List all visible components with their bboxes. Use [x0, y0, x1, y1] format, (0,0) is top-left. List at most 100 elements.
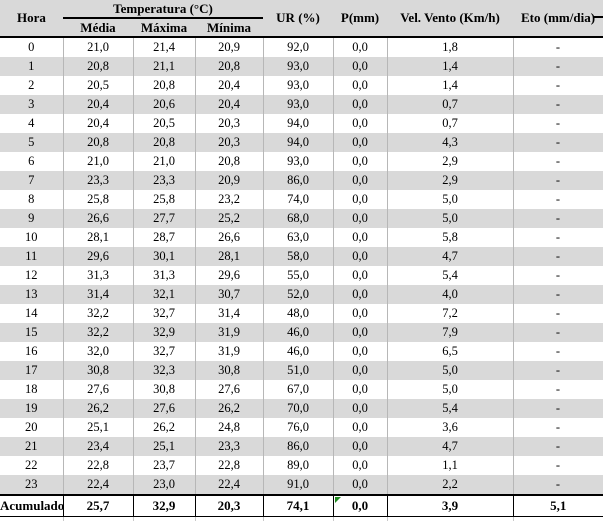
value-cell: 31,4	[195, 304, 263, 323]
value-cell: 5,0	[387, 190, 513, 209]
value-cell: -	[513, 171, 603, 190]
value-cell: 24,8	[195, 418, 263, 437]
hour-cell: 7	[0, 171, 63, 190]
value-cell: 4,7	[387, 247, 513, 266]
value-cell: 2,9	[387, 152, 513, 171]
value-cell: -	[513, 323, 603, 342]
value-cell: 30,8	[63, 361, 133, 380]
value-cell: 25,2	[195, 209, 263, 228]
value-cell: 30,7	[195, 285, 263, 304]
summary-p-value: 0,0	[352, 498, 368, 513]
value-cell: -	[513, 342, 603, 361]
value-cell: -	[513, 475, 603, 495]
hour-cell: 18	[0, 380, 63, 399]
value-cell: 21,0	[63, 152, 133, 171]
value-cell: 23,3	[195, 437, 263, 456]
value-cell: 67,0	[263, 380, 333, 399]
value-cell: 94,0	[263, 133, 333, 152]
value-cell: 22,4	[63, 475, 133, 495]
value-cell: 26,2	[63, 399, 133, 418]
value-cell: -	[513, 399, 603, 418]
value-cell: 1,1	[387, 456, 513, 475]
value-cell: 27,6	[63, 380, 133, 399]
value-cell: 32,7	[133, 342, 195, 361]
summary-eto: 5,1	[513, 495, 603, 517]
value-cell: 63,0	[263, 228, 333, 247]
value-cell: 0,7	[387, 114, 513, 133]
value-cell: 0,0	[333, 228, 387, 247]
value-cell: 76,0	[263, 418, 333, 437]
value-cell: 30,1	[133, 247, 195, 266]
hour-cell: 23	[0, 475, 63, 495]
value-cell: 1,4	[387, 76, 513, 95]
col-header-temperatura: Temperatura (°C)	[63, 0, 263, 18]
value-cell: 20,8	[133, 133, 195, 152]
value-cell: 20,9	[195, 37, 263, 57]
value-cell: 0,0	[333, 95, 387, 114]
value-cell: -	[513, 114, 603, 133]
value-cell: 25,1	[63, 418, 133, 437]
value-cell: 5,0	[387, 361, 513, 380]
value-cell: 32,2	[63, 304, 133, 323]
value-cell: -	[513, 76, 603, 95]
value-cell: -	[513, 285, 603, 304]
value-cell: -	[513, 247, 603, 266]
hour-cell: 8	[0, 190, 63, 209]
value-cell: 21,0	[133, 152, 195, 171]
value-cell: 32,1	[133, 285, 195, 304]
value-cell: -	[513, 57, 603, 76]
summary-row: Acumulado 25,7 32,9 20,3 74,1 0,0 3,9 5,…	[0, 495, 603, 517]
hour-cell: 15	[0, 323, 63, 342]
value-cell: 28,7	[133, 228, 195, 247]
value-cell: 0,0	[333, 266, 387, 285]
value-cell: 20,8	[63, 57, 133, 76]
value-cell: 0,7	[387, 95, 513, 114]
value-cell: -	[513, 37, 603, 57]
hour-cell: 17	[0, 361, 63, 380]
summary-vel-vento: 3,9	[387, 495, 513, 517]
value-cell: 92,0	[263, 37, 333, 57]
value-cell: 0,0	[333, 437, 387, 456]
hour-cell: 2	[0, 76, 63, 95]
value-cell: 0,0	[333, 57, 387, 76]
col-header-maxima: Máxima	[133, 18, 195, 37]
hour-cell: 4	[0, 114, 63, 133]
value-cell: 20,3	[195, 114, 263, 133]
value-cell: 7,9	[387, 323, 513, 342]
value-cell: -	[513, 133, 603, 152]
hour-cell: 10	[0, 228, 63, 247]
value-cell: 5,8	[387, 228, 513, 247]
value-cell: 22,4	[195, 475, 263, 495]
col-header-minima: Mínima	[195, 18, 263, 37]
value-cell: 2,9	[387, 171, 513, 190]
value-cell: -	[513, 266, 603, 285]
value-cell: 58,0	[263, 247, 333, 266]
value-cell: 23,3	[63, 171, 133, 190]
col-header-p: P(mm)	[333, 0, 387, 37]
value-cell: 6,5	[387, 342, 513, 361]
value-cell: 0,0	[333, 209, 387, 228]
hour-cell: 14	[0, 304, 63, 323]
value-cell: 5,4	[387, 399, 513, 418]
value-cell: 51,0	[263, 361, 333, 380]
hour-cell: 5	[0, 133, 63, 152]
value-cell: 0,0	[333, 247, 387, 266]
value-cell: 22,8	[195, 456, 263, 475]
table-footer: Acumulado 25,7 32,9 20,3 74,1 0,0 3,9 5,…	[0, 495, 603, 521]
value-cell: 23,3	[133, 171, 195, 190]
value-cell: 0,0	[333, 133, 387, 152]
value-cell: 30,8	[133, 380, 195, 399]
value-cell: 32,3	[133, 361, 195, 380]
